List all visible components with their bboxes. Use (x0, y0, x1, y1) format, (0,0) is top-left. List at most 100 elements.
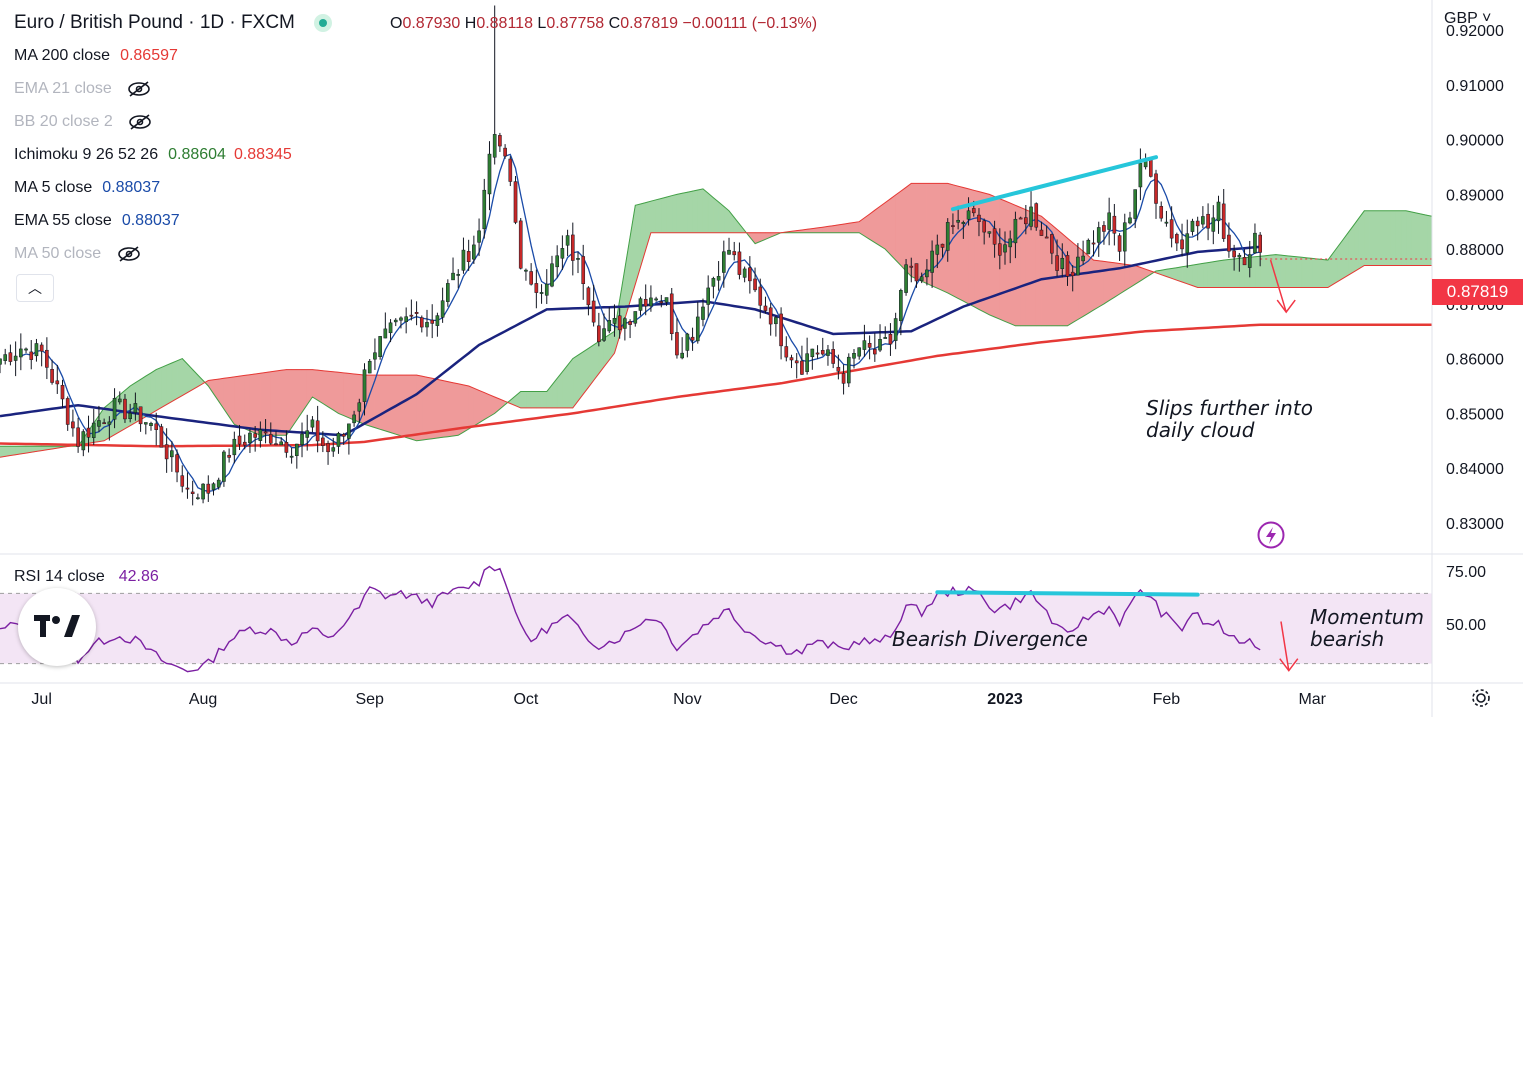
annotation-divergence[interactable]: Bearish Divergence (892, 627, 1088, 651)
candle-body (159, 426, 164, 448)
candle-body (190, 491, 195, 494)
flash-icon[interactable] (1257, 521, 1523, 1076)
annotation-momentum[interactable]: Momentum bearish (1310, 605, 1424, 651)
candle-body (1253, 232, 1257, 254)
tradingview-logo[interactable] (18, 588, 96, 666)
momentum-arrow-head (1279, 658, 1299, 672)
candle-body (133, 403, 138, 413)
candle-body (498, 135, 502, 147)
candle-body (685, 333, 690, 351)
candle (378, 336, 382, 360)
candle-body (508, 158, 513, 182)
candle-body (794, 360, 799, 364)
candle-body (1247, 254, 1252, 268)
candle (1180, 223, 1184, 257)
candle (748, 256, 752, 294)
candle (253, 426, 257, 452)
cloud-segment (291, 369, 298, 429)
candle-body (529, 271, 533, 285)
legend-ema55[interactable]: EMA 55 close 0.88037 (14, 212, 180, 229)
cloud-segment (1301, 257, 1308, 288)
cloud-segment (1291, 255, 1297, 288)
high-value: 0.88118 (476, 15, 533, 32)
candle-body (1190, 220, 1195, 232)
cloud-segment (1202, 262, 1209, 288)
candle-body (216, 479, 221, 488)
candle (659, 294, 664, 308)
candle (91, 408, 96, 445)
eye-off-icon[interactable] (116, 245, 142, 263)
candle-body (268, 434, 273, 444)
candle (60, 379, 65, 409)
candle-body (1164, 221, 1169, 224)
collapse-legend-button[interactable]: ︿ (16, 274, 54, 302)
eye-off-icon[interactable] (127, 113, 153, 131)
candle (492, 5, 497, 165)
candle-body (997, 243, 1002, 256)
chart-canvas[interactable]: 0.920000.910000.900000.890000.880000.870… (0, 0, 1523, 717)
candle (175, 449, 179, 483)
candle-body (748, 267, 752, 282)
cloud-segment (999, 198, 1006, 322)
candle-body (888, 333, 893, 345)
candle-body (518, 220, 523, 269)
candle (367, 359, 372, 374)
candle (466, 239, 471, 271)
currency-selector[interactable]: GBP ˅ (1444, 10, 1492, 27)
candle (789, 354, 794, 369)
candle (867, 335, 872, 360)
candle (581, 244, 586, 300)
candle (909, 257, 914, 283)
candle-body (841, 373, 846, 384)
candle (597, 312, 601, 347)
candle-body (430, 319, 435, 324)
candle-body (1086, 239, 1091, 255)
legend-bb20[interactable]: BB 20 close 2 (14, 113, 153, 131)
candle (560, 235, 565, 270)
candle-body (222, 451, 226, 482)
candle-body (586, 287, 591, 306)
candle (737, 242, 742, 280)
candle (24, 347, 28, 354)
cloud-segment (536, 391, 542, 409)
cloud-segment (1421, 213, 1428, 266)
settings-gear-icon[interactable] (1470, 687, 1492, 709)
cloud-segment (442, 380, 449, 438)
candle (513, 176, 518, 225)
candle (1081, 240, 1085, 265)
candle-body (253, 433, 257, 438)
legend-ma200[interactable]: MA 200 close 0.86597 (14, 47, 178, 64)
candle-body (805, 353, 809, 372)
drawings[interactable] (935, 155, 1299, 672)
legend-rsi[interactable]: RSI 14 close 42.86 (14, 568, 159, 585)
legend-ichimoku[interactable]: Ichimoku 9 26 52 26 0.88604 0.88345 (14, 146, 292, 163)
eye-off-icon[interactable] (126, 80, 152, 98)
candle-body (321, 437, 325, 447)
y-tick-label: 0.86000 (1446, 352, 1504, 369)
candle (279, 437, 284, 446)
candle (102, 418, 106, 425)
candle-body (1024, 217, 1028, 225)
cloud-segment (306, 369, 313, 406)
candle-body (565, 235, 570, 246)
cloud-segment (1400, 210, 1407, 266)
candle (784, 336, 789, 362)
legend-ema21[interactable]: EMA 21 close (14, 80, 152, 98)
candle (1206, 203, 1210, 241)
candle (503, 144, 507, 159)
cloud-segment (343, 372, 350, 419)
cloud-segment (1030, 211, 1037, 327)
candle-body (623, 318, 627, 329)
candle-body (258, 429, 263, 441)
annotation-cloud[interactable]: Slips further into daily cloud (1146, 396, 1313, 442)
candle-body (914, 263, 919, 282)
candle (1091, 230, 1096, 257)
price-trendline (950, 155, 1159, 212)
symbol-title[interactable]: Euro / British Pound · 1D · FXCM (14, 12, 333, 34)
candle (383, 312, 388, 339)
cloud-segment (666, 195, 673, 233)
candle-body (524, 269, 528, 272)
legend-ma50[interactable]: MA 50 close (14, 245, 142, 263)
legend-ma5[interactable]: MA 5 close 0.88037 (14, 179, 161, 196)
candle (1018, 216, 1023, 220)
